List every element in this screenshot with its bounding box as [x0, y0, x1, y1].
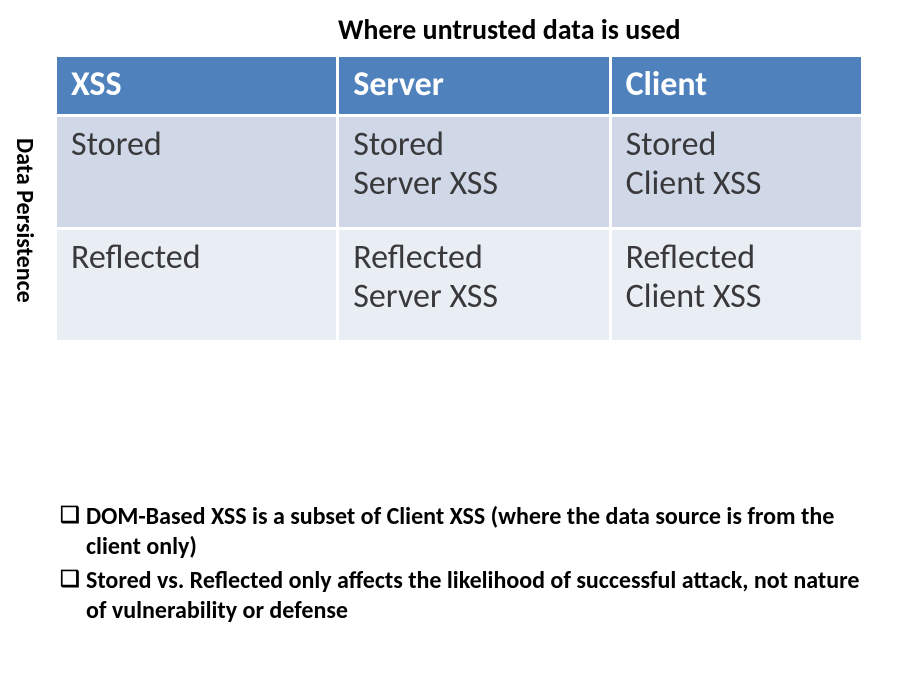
cell-stored-client: StoredClient XSS: [612, 117, 861, 227]
table-row: Reflected ReflectedServer XSS ReflectedC…: [57, 230, 861, 340]
cell-reflected-label: Reflected: [57, 230, 336, 340]
cell-reflected-client: ReflectedClient XSS: [612, 230, 861, 340]
note-text: DOM-Based XSS is a subset of Client XSS …: [86, 502, 870, 562]
row-axis-label: Data Persistence: [10, 138, 39, 303]
column-axis-label: Where untrusted data is used: [338, 12, 681, 47]
cell-reflected-server: ReflectedServer XSS: [339, 230, 608, 340]
note-item: ❑ Stored vs. Reflected only affects the …: [60, 566, 870, 626]
note-item: ❑ DOM-Based XSS is a subset of Client XS…: [60, 502, 870, 562]
cell-stored-label: Stored: [57, 117, 336, 227]
header-server: Server: [339, 57, 608, 114]
cell-stored-server: StoredServer XSS: [339, 117, 608, 227]
checkbox-bullet-icon: ❑: [60, 502, 86, 526]
table-header-row: XSS Server Client: [57, 57, 861, 114]
xss-classification-table: XSS Server Client Stored StoredServer XS…: [54, 54, 864, 343]
header-xss: XSS: [57, 57, 336, 114]
checkbox-bullet-icon: ❑: [60, 566, 86, 590]
notes-list: ❑ DOM-Based XSS is a subset of Client XS…: [60, 502, 870, 630]
note-text: Stored vs. Reflected only affects the li…: [86, 566, 870, 626]
header-client: Client: [612, 57, 861, 114]
table-row: Stored StoredServer XSS StoredClient XSS: [57, 117, 861, 227]
